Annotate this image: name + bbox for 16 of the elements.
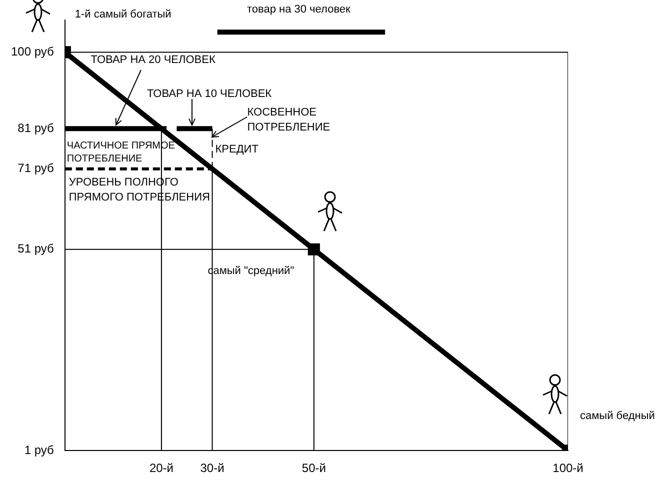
x-tick-label: 50-й <box>302 461 326 476</box>
y-tick-label: 71 руб <box>18 161 54 176</box>
annotation: товар на 30 человек <box>246 4 351 16</box>
annotation: КОСВЕННОЕ ПОТРЕБЛЕНИЕ <box>247 106 330 134</box>
y-tick-label: 100 руб <box>10 44 54 59</box>
annotation: ТОВАР НА 10 ЧЕЛОВЕК <box>146 88 272 100</box>
y-tick-label: 1 руб <box>24 442 54 457</box>
x-tick-label: 100-й <box>552 461 584 476</box>
annotation: КРЕДИТ <box>215 143 259 156</box>
y-tick-label: 81 руб <box>18 120 54 135</box>
annotation: 1-й самый богатый <box>74 8 172 21</box>
x-tick-label: 20-й <box>149 461 174 476</box>
x-tick-label: 30-й <box>200 461 224 476</box>
annotation: ТОВАР НА 20 ЧЕЛОВЕК <box>90 54 216 66</box>
text: самый бедный <box>580 410 655 422</box>
y-tick-label: 51 руб <box>18 242 54 256</box>
